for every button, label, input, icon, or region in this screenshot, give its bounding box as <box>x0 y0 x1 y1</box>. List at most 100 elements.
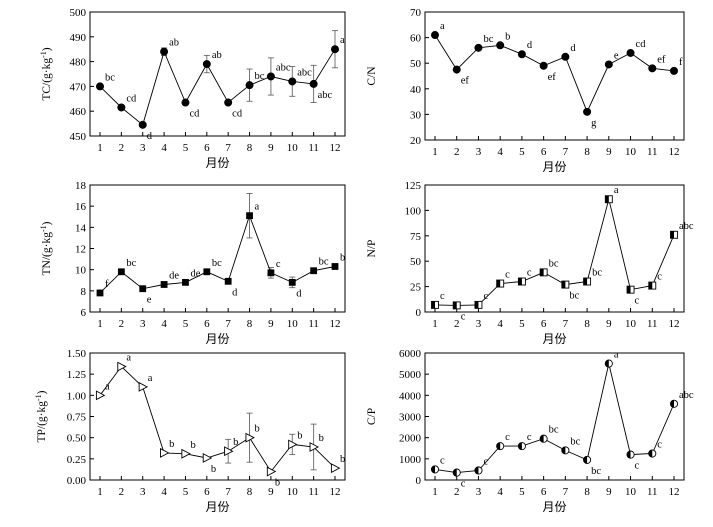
data-marker <box>202 60 211 69</box>
x-tick-label: 11 <box>647 146 658 158</box>
significance-label: e <box>614 50 619 61</box>
marker-fill <box>496 280 501 288</box>
y-tick-label: 40 <box>410 84 422 96</box>
data-marker <box>539 61 548 70</box>
marker-fill <box>431 465 435 474</box>
y-tick-label: 470 <box>70 81 87 93</box>
significance-label: de <box>190 268 200 279</box>
data-marker <box>310 267 318 275</box>
significance-label: a <box>340 35 345 46</box>
x-tick-label: 10 <box>287 142 299 154</box>
marker-fill <box>670 231 674 239</box>
significance-label: b <box>211 464 216 475</box>
x-tick-label: 4 <box>497 146 503 158</box>
significance-label: c <box>657 272 662 283</box>
significance-label: c <box>483 456 488 467</box>
significance-label: c <box>505 432 510 443</box>
x-tick-label: 5 <box>519 486 525 498</box>
data-marker <box>496 279 505 288</box>
x-tick-label: 9 <box>606 486 612 498</box>
marker-fill <box>583 456 588 464</box>
x-tick-label: 10 <box>625 318 637 330</box>
marker-fill <box>561 446 566 454</box>
x-tick-label: 12 <box>330 142 341 154</box>
y-tick-label: 16 <box>75 201 87 213</box>
series-line <box>434 199 675 306</box>
significance-label: c <box>461 479 466 490</box>
x-tick-label: 11 <box>308 142 319 154</box>
data-marker <box>246 212 253 220</box>
significance-label: cd <box>126 93 137 104</box>
x-tick-label: 6 <box>541 146 547 158</box>
data-marker <box>245 432 255 443</box>
data-marker <box>160 281 168 288</box>
data-marker <box>330 463 341 474</box>
significance-label: f <box>105 279 109 290</box>
marker-fill <box>540 435 544 443</box>
x-tick-label: 6 <box>204 318 210 330</box>
significance-label: cd <box>636 39 647 50</box>
x-tick-label: 11 <box>308 318 319 330</box>
x-tick-label: 12 <box>330 486 341 498</box>
significance-label: bc <box>570 436 580 447</box>
data-marker <box>648 281 657 290</box>
x-tick-label: 10 <box>287 318 299 330</box>
data-marker <box>96 82 105 91</box>
x-tick-label: 8 <box>247 486 253 498</box>
x-tick-label: 12 <box>330 318 341 330</box>
significance-label: bc <box>212 258 222 269</box>
data-marker <box>474 300 483 309</box>
data-marker <box>648 64 657 73</box>
x-axis-title: 月份 <box>205 500 229 514</box>
y-tick-label: 460 <box>70 106 87 118</box>
x-tick-label: 4 <box>497 486 503 498</box>
data-marker <box>604 195 613 204</box>
y-tick-label: 1.25 <box>67 369 87 381</box>
data-marker <box>117 103 126 112</box>
significance-label: abc <box>679 221 694 232</box>
x-tick-label: 9 <box>268 486 274 498</box>
significance-label: d <box>147 131 153 142</box>
x-tick-label: 11 <box>308 486 319 498</box>
data-marker <box>181 448 191 459</box>
y-tick-label: 100 <box>405 205 422 217</box>
x-tick-label: 5 <box>183 486 189 498</box>
data-marker <box>496 442 505 451</box>
x-tick-label: 2 <box>454 146 460 158</box>
x-tick-label: 10 <box>625 146 637 158</box>
significance-label: bc <box>255 71 265 82</box>
data-marker <box>669 399 679 408</box>
y-tick-label: 5000 <box>399 369 422 381</box>
significance-label: cd <box>232 109 243 120</box>
y-tick-label: 490 <box>70 32 87 44</box>
y-tick-label: 0.25 <box>67 454 87 466</box>
data-marker <box>626 48 635 57</box>
data-marker <box>331 263 339 270</box>
y-tick-label: 0.75 <box>67 412 87 424</box>
data-marker <box>431 300 439 309</box>
plot-frame <box>424 184 685 313</box>
data-marker <box>288 439 298 450</box>
significance-label: bc <box>549 425 559 436</box>
data-marker <box>266 72 275 81</box>
significance-label: ab <box>212 50 222 61</box>
data-marker <box>452 468 461 477</box>
x-tick-label: 11 <box>647 486 658 498</box>
data-marker <box>245 81 254 90</box>
x-tick-label: 6 <box>541 318 547 330</box>
x-tick-label: 9 <box>606 318 612 330</box>
significance-label: c <box>657 440 662 451</box>
data-marker <box>309 442 320 452</box>
x-axis-title: 月份 <box>542 500 566 514</box>
x-tick-label: 10 <box>625 486 637 498</box>
significance-label: ab <box>169 38 179 49</box>
marker-fill <box>583 278 588 286</box>
data-marker <box>267 269 275 277</box>
plot-frame <box>424 352 685 481</box>
marker-fill <box>474 301 479 309</box>
data-marker <box>160 447 170 458</box>
significance-label: de <box>169 270 179 281</box>
significance-label: b <box>169 439 174 450</box>
significance-label: cd <box>189 109 200 120</box>
